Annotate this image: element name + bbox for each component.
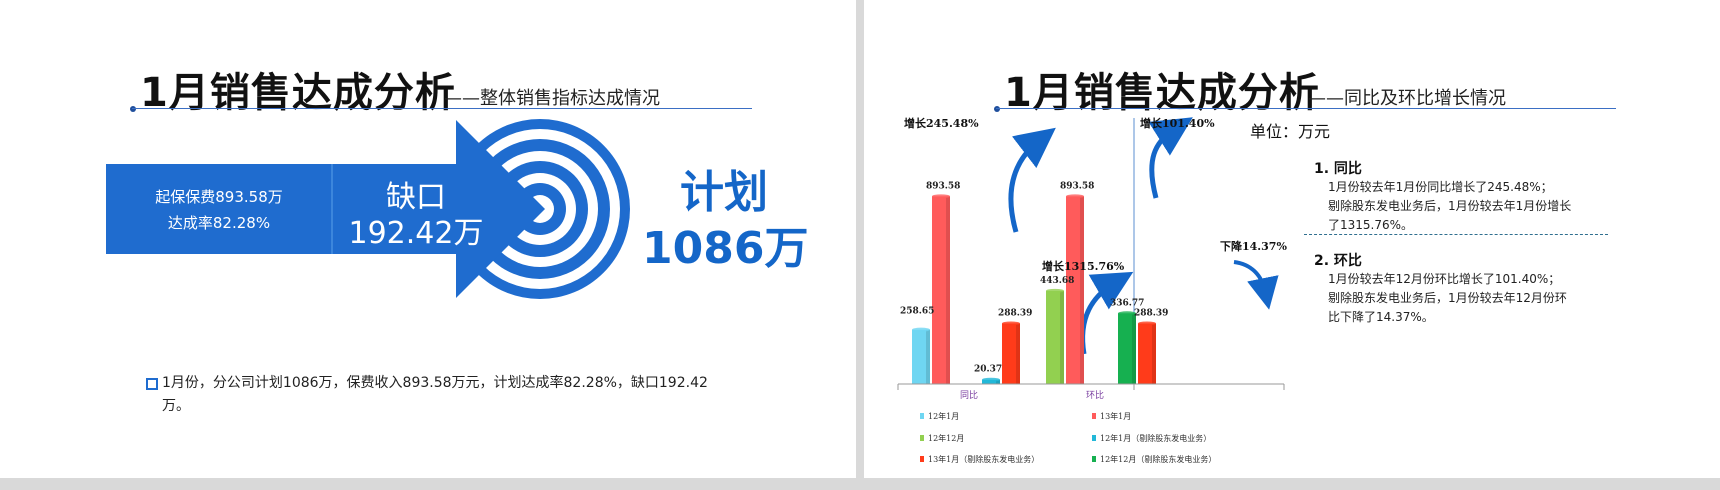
legend-swatch: [1092, 413, 1096, 419]
target-arrow-graphic: [331, 119, 630, 299]
qoq-growth-annotation: 增长101.40%: [1140, 117, 1215, 130]
bar-shade: [1132, 313, 1136, 384]
plan-value: 1086万: [642, 223, 809, 274]
bar-cap: [912, 327, 930, 332]
bar-cap: [982, 377, 1000, 382]
x-tick-label: 环比: [1086, 389, 1104, 401]
legend-item: 12年12月（剔除股东发电业务）: [1092, 454, 1216, 464]
bar: [912, 327, 930, 384]
bar-body: [1046, 290, 1064, 384]
bar-body: [1118, 313, 1136, 384]
yoy-line-2: 剔除股东发电业务后，1月份较去年1月份增长: [1328, 199, 1572, 213]
legend-item: 12年12月: [920, 433, 964, 443]
bar: [982, 377, 1000, 384]
bar-data-label: 20.37: [974, 365, 1002, 375]
growth-arrow-icon: [1008, 127, 1056, 233]
bar-cap: [1118, 311, 1136, 316]
bar-shade: [1060, 290, 1064, 384]
slide-subtitle: ——整体销售指标达成情况: [444, 88, 660, 109]
bar-data-label: 893.58: [926, 181, 960, 191]
title-rule-dot: [994, 106, 1000, 112]
decline-arrow-icon: [1233, 260, 1279, 310]
bar: [932, 194, 950, 384]
bar-data-label: 288.39: [998, 308, 1032, 318]
bar-body: [912, 329, 930, 384]
slide-yoy-qoq-growth: 1月销售达成分析 ——同比及环比增长情况 258.65 893.58 20.37 28…: [864, 0, 1720, 478]
bar-shade: [946, 196, 950, 384]
bar-body: [932, 196, 950, 384]
legend-label: 13年1月（剔除股东发电业务）: [928, 454, 1039, 464]
legend-item: 13年1月（剔除股东发电业务）: [920, 454, 1039, 464]
premium-text: 起保保费893.58万: [155, 188, 283, 206]
growth-arrow-icon: [1148, 117, 1193, 199]
bar: [1118, 311, 1136, 384]
qoq-line-1: 1月份较去年12月份环比增长了101.40%；: [1328, 272, 1561, 286]
bar-cap: [1066, 194, 1084, 199]
yoy-line-3: 了1315.76%。: [1328, 218, 1414, 232]
bar-data-label: 893.58: [1060, 181, 1094, 191]
yoy-growth-annotation: 增长245.48%: [904, 117, 979, 130]
bar-cap: [932, 194, 950, 199]
qoq-section-text: 1月份较去年12月份环比增长了101.40%； 剔除股东发电业务后，1月份较去年…: [1328, 270, 1628, 327]
gap-value: 192.42万: [348, 216, 484, 251]
title-rule: [132, 108, 752, 109]
achievement-rate-text: 达成率82.28%: [167, 214, 271, 232]
bar-cap: [1138, 321, 1156, 326]
legend-swatch: [920, 435, 924, 441]
yoy-section-text: 1月份较去年1月份同比增长了245.48%； 剔除股东发电业务后，1月份较去年1…: [1328, 178, 1628, 235]
legend-item: 12年1月: [920, 411, 959, 421]
bar-data-label: 288.39: [1134, 308, 1168, 318]
title-rule: [996, 108, 1616, 109]
section-divider: [1304, 234, 1608, 235]
qoq-ex-decline-annotation: 下降14.37%: [1220, 240, 1287, 253]
bar-shade: [1152, 323, 1156, 384]
bar: [1138, 321, 1156, 384]
legend-label: 12年12月: [928, 433, 964, 443]
legend-label: 13年1月: [1100, 411, 1131, 421]
bar: [1046, 288, 1064, 384]
bar-cap: [1046, 288, 1064, 293]
bar-body: [1002, 323, 1020, 384]
qoq-section-title: 2. 环比: [1314, 253, 1362, 269]
legend-swatch: [1092, 456, 1096, 462]
summary-text: 1月份，分公司计划1086万，保费收入893.58万元，计划达成率82.28%，…: [162, 375, 708, 414]
premium-band: 起保保费893.58万 达成率82.28%: [106, 164, 332, 254]
bar-data-label: 258.65: [900, 307, 934, 317]
bar-body: [982, 379, 1000, 384]
legend-swatch: [920, 456, 924, 462]
legend-item: 12年1月（剔除股东发电业务）: [1092, 433, 1211, 443]
bar-shade: [1080, 196, 1084, 384]
growth-bar-chart: 258.65 893.58 20.37 288.39 443.68 893.58 336.7…: [897, 117, 1285, 464]
bullet-square-icon: [146, 378, 158, 390]
bar-shade: [926, 329, 930, 384]
legend-swatch: [920, 413, 924, 419]
bar-data-label: 336.77: [1110, 298, 1144, 308]
yoy-section-title: 1. 同比: [1314, 161, 1362, 177]
legend-swatch: [1092, 435, 1096, 441]
gap-label: 缺口: [386, 180, 446, 215]
bar-data-label: 443.68: [1040, 276, 1074, 286]
bar-cap: [1002, 321, 1020, 326]
bar-shade: [996, 379, 1000, 384]
unit-label: 单位：万元: [1250, 122, 1331, 141]
legend-label: 12年1月（剔除股东发电业务）: [1100, 433, 1211, 443]
slide-overall-achievement: 1月销售达成分析 ——整体销售指标达成情况 起保保费893.58万 达成率82.…: [0, 0, 856, 478]
bar: [1002, 321, 1020, 384]
x-tick-label: 同比: [960, 389, 978, 401]
yoy-ex-growth-annotation: 增长1315.76%: [1042, 260, 1125, 273]
bar-shade: [1016, 323, 1020, 384]
slide-subtitle: ——同比及环比增长情况: [1308, 88, 1506, 109]
bar-body: [1138, 323, 1156, 384]
plan-label: 计划: [680, 167, 768, 218]
legend-label: 12年12月（剔除股东发电业务）: [1100, 454, 1216, 464]
growth-arrow-icon: [1080, 271, 1134, 355]
legend-item: 13年1月: [1092, 411, 1131, 421]
qoq-line-2: 剔除股东发电业务后，1月份较去年12月份环: [1328, 291, 1567, 305]
bar-body: [1066, 196, 1084, 384]
title-rule-dot: [130, 106, 136, 112]
qoq-line-3: 比下降了14.37%。: [1328, 310, 1434, 324]
bar: [1066, 194, 1084, 384]
legend-label: 12年1月: [928, 411, 959, 421]
yoy-line-1: 1月份较去年1月份同比增长了245.48%；: [1328, 180, 1553, 194]
